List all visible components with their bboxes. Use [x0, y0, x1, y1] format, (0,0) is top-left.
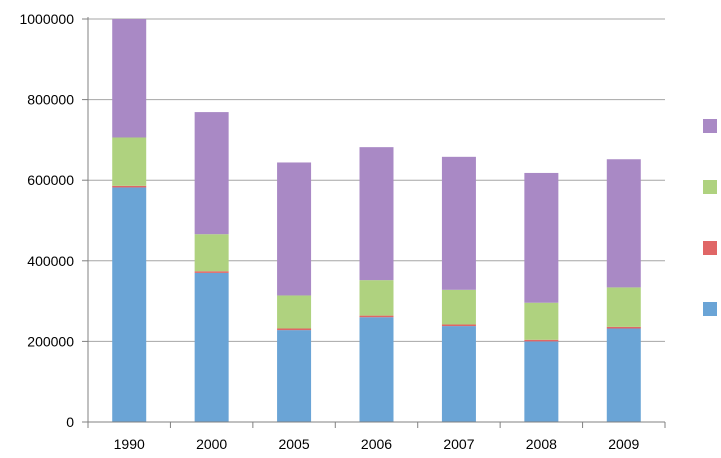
bar-1990-series-3 — [112, 19, 147, 138]
x-tick-label: 2000 — [196, 436, 227, 452]
bar-2007-series-2 — [441, 289, 476, 325]
bar-2009-series-3 — [606, 159, 641, 288]
bars — [112, 19, 641, 422]
legend — [703, 119, 717, 316]
y-tick-label: 0 — [66, 414, 74, 430]
bar-2000-series-3 — [194, 112, 229, 235]
bar-1990-series-0 — [112, 187, 147, 422]
bar-2000-series-1 — [194, 271, 229, 273]
bar-2006-series-1 — [359, 315, 394, 318]
bar-2007-series-0 — [441, 326, 476, 422]
bar-2005-series-2 — [277, 295, 312, 329]
x-tick-label: 2006 — [361, 436, 392, 452]
legend-swatch-series-0 — [703, 302, 717, 316]
bar-2008-series-3 — [524, 172, 559, 303]
bar-2006-series-3 — [359, 147, 394, 281]
bar-2007-series-3 — [441, 156, 476, 290]
x-tick-label: 2005 — [278, 436, 309, 452]
bar-2005-series-0 — [277, 330, 312, 422]
y-tick-label: 1000000 — [19, 11, 74, 27]
y-tick-label: 600000 — [27, 172, 74, 188]
bar-2008-series-0 — [524, 341, 559, 422]
bar-1990-series-1 — [112, 185, 147, 188]
x-tick-labels: 1990 2000 2005 2006 2007 2008 2009 — [114, 436, 640, 452]
x-tick-label: 2008 — [526, 436, 557, 452]
bar-2005-series-1 — [277, 328, 312, 331]
x-tick-label: 2007 — [443, 436, 474, 452]
y-tick-labels: 0 200000 400000 600000 800000 1000000 — [19, 11, 74, 430]
y-tick-label: 400000 — [27, 253, 74, 269]
y-tick-label: 800000 — [27, 92, 74, 108]
bar-2005-series-3 — [277, 162, 312, 296]
x-tick-label: 2009 — [608, 436, 639, 452]
bar-2008-series-2 — [524, 302, 559, 340]
bar-1990-series-2 — [112, 137, 147, 186]
bar-2007-series-1 — [441, 324, 476, 327]
bar-2009-series-0 — [606, 328, 641, 422]
y-tick-label: 200000 — [27, 333, 74, 349]
bar-2000-series-2 — [194, 234, 229, 272]
bar-2009-series-1 — [606, 326, 641, 329]
legend-swatch-series-3 — [703, 119, 717, 133]
bar-2006-series-2 — [359, 280, 394, 316]
bar-2006-series-0 — [359, 317, 394, 422]
legend-swatch-series-1 — [703, 241, 717, 255]
bar-2009-series-2 — [606, 287, 641, 327]
legend-swatch-series-2 — [703, 180, 717, 194]
x-tick-label: 1990 — [114, 436, 145, 452]
bar-2000-series-0 — [194, 272, 229, 422]
axes — [82, 17, 666, 428]
bar-2008-series-1 — [524, 339, 559, 342]
